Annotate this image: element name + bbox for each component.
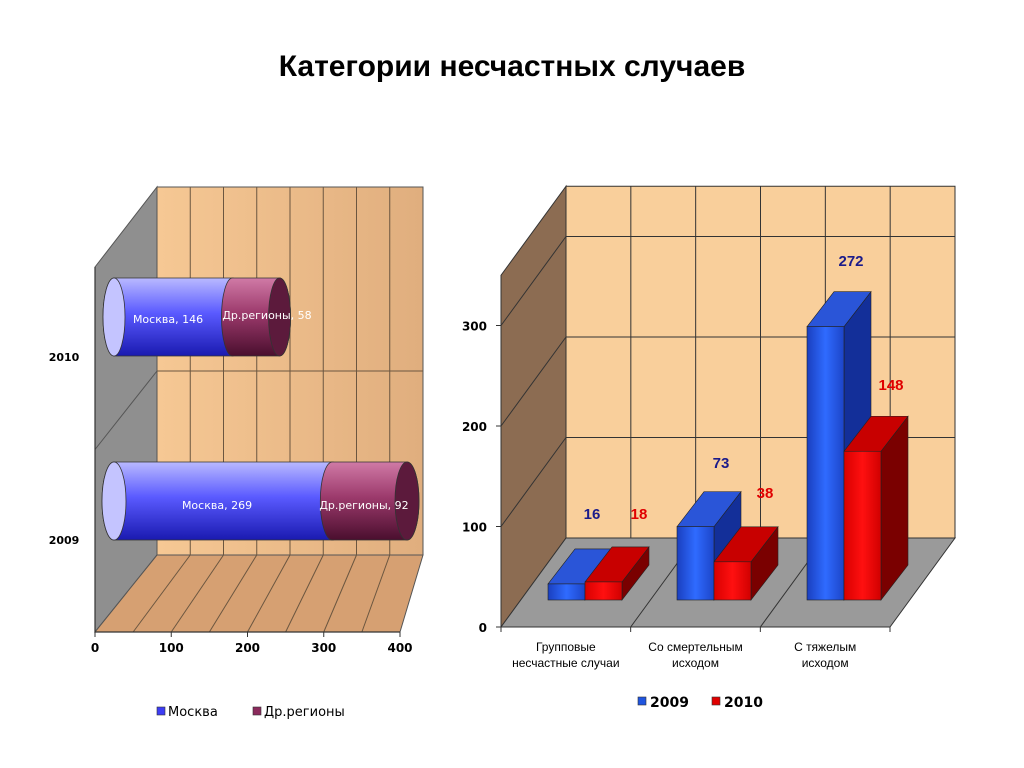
page-title: Категории несчастных случаев [278, 50, 746, 83]
cylinder-cap [101, 461, 127, 541]
x-tick-label: 300 [311, 641, 336, 655]
cylinder-end [394, 461, 420, 541]
floor-gridline [323, 554, 357, 633]
x-tick-label: 100 [159, 641, 184, 655]
legend-regions: Др.регионы [264, 705, 345, 720]
floor-gridline [132, 554, 191, 633]
floor-gridline [170, 554, 224, 633]
data-label: Др.регионы, 58 [222, 309, 311, 322]
floor-gridline [361, 554, 391, 633]
x-tick-label: 0 [91, 641, 99, 655]
category-label: 2009 [49, 534, 80, 547]
gridline [94, 370, 158, 450]
floor-gridline [247, 554, 291, 633]
legend-moscow-swatch [156, 706, 166, 716]
legend-regions-swatch [252, 706, 262, 716]
category-label: 2010 [49, 351, 80, 364]
cylinder-end [268, 277, 291, 357]
data-label: Др.регионы, 92 [319, 499, 408, 512]
data-label: Москва, 146 [133, 313, 203, 326]
x-tick-label: 400 [387, 641, 412, 655]
data-label: Москва, 269 [182, 499, 252, 512]
x-tick-label: 200 [235, 641, 260, 655]
cylinder-cap [102, 277, 126, 357]
floor-gridline [285, 554, 324, 633]
floor-gridline [208, 554, 258, 633]
legend-moscow: Москва [168, 705, 218, 720]
